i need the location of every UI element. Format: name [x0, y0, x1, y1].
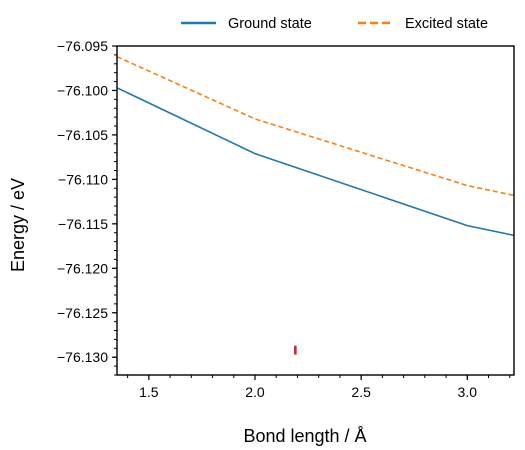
legend-label-ground-state: Ground state	[228, 16, 312, 32]
y-tick-label: −76.105	[57, 127, 108, 143]
y-tick-label: −76.120	[57, 260, 108, 276]
y-tick-label: −76.100	[57, 82, 108, 98]
legend: Ground state Excited state	[181, 16, 488, 32]
series-line-ground-state	[116, 87, 515, 237]
y-axis-title: Energy / eV	[8, 178, 28, 272]
y-tick-label: −76.110	[58, 171, 108, 187]
y-tick-label: −76.130	[57, 349, 108, 365]
x-axis-title: Bond length / Å	[243, 426, 366, 446]
plot-frame	[116, 45, 515, 376]
legend-label-excited-state: Excited state	[405, 16, 488, 32]
x-tick-label: 3.0	[458, 384, 478, 400]
x-tick-label: 1.5	[139, 384, 159, 400]
series-line-excited-state	[116, 55, 515, 197]
x-tick-label: 2.5	[351, 384, 371, 400]
y-tick-label: −76.125	[57, 305, 108, 321]
y-tick-label: −76.115	[58, 216, 108, 232]
series-layer	[116, 55, 515, 237]
x-tick-label: 2.0	[245, 384, 265, 400]
y-tick-label: −76.095	[57, 38, 108, 54]
ticks-layer: −76.095 −76.100 −76.105 −76.110 −76.115 −76.1…	[57, 38, 511, 400]
